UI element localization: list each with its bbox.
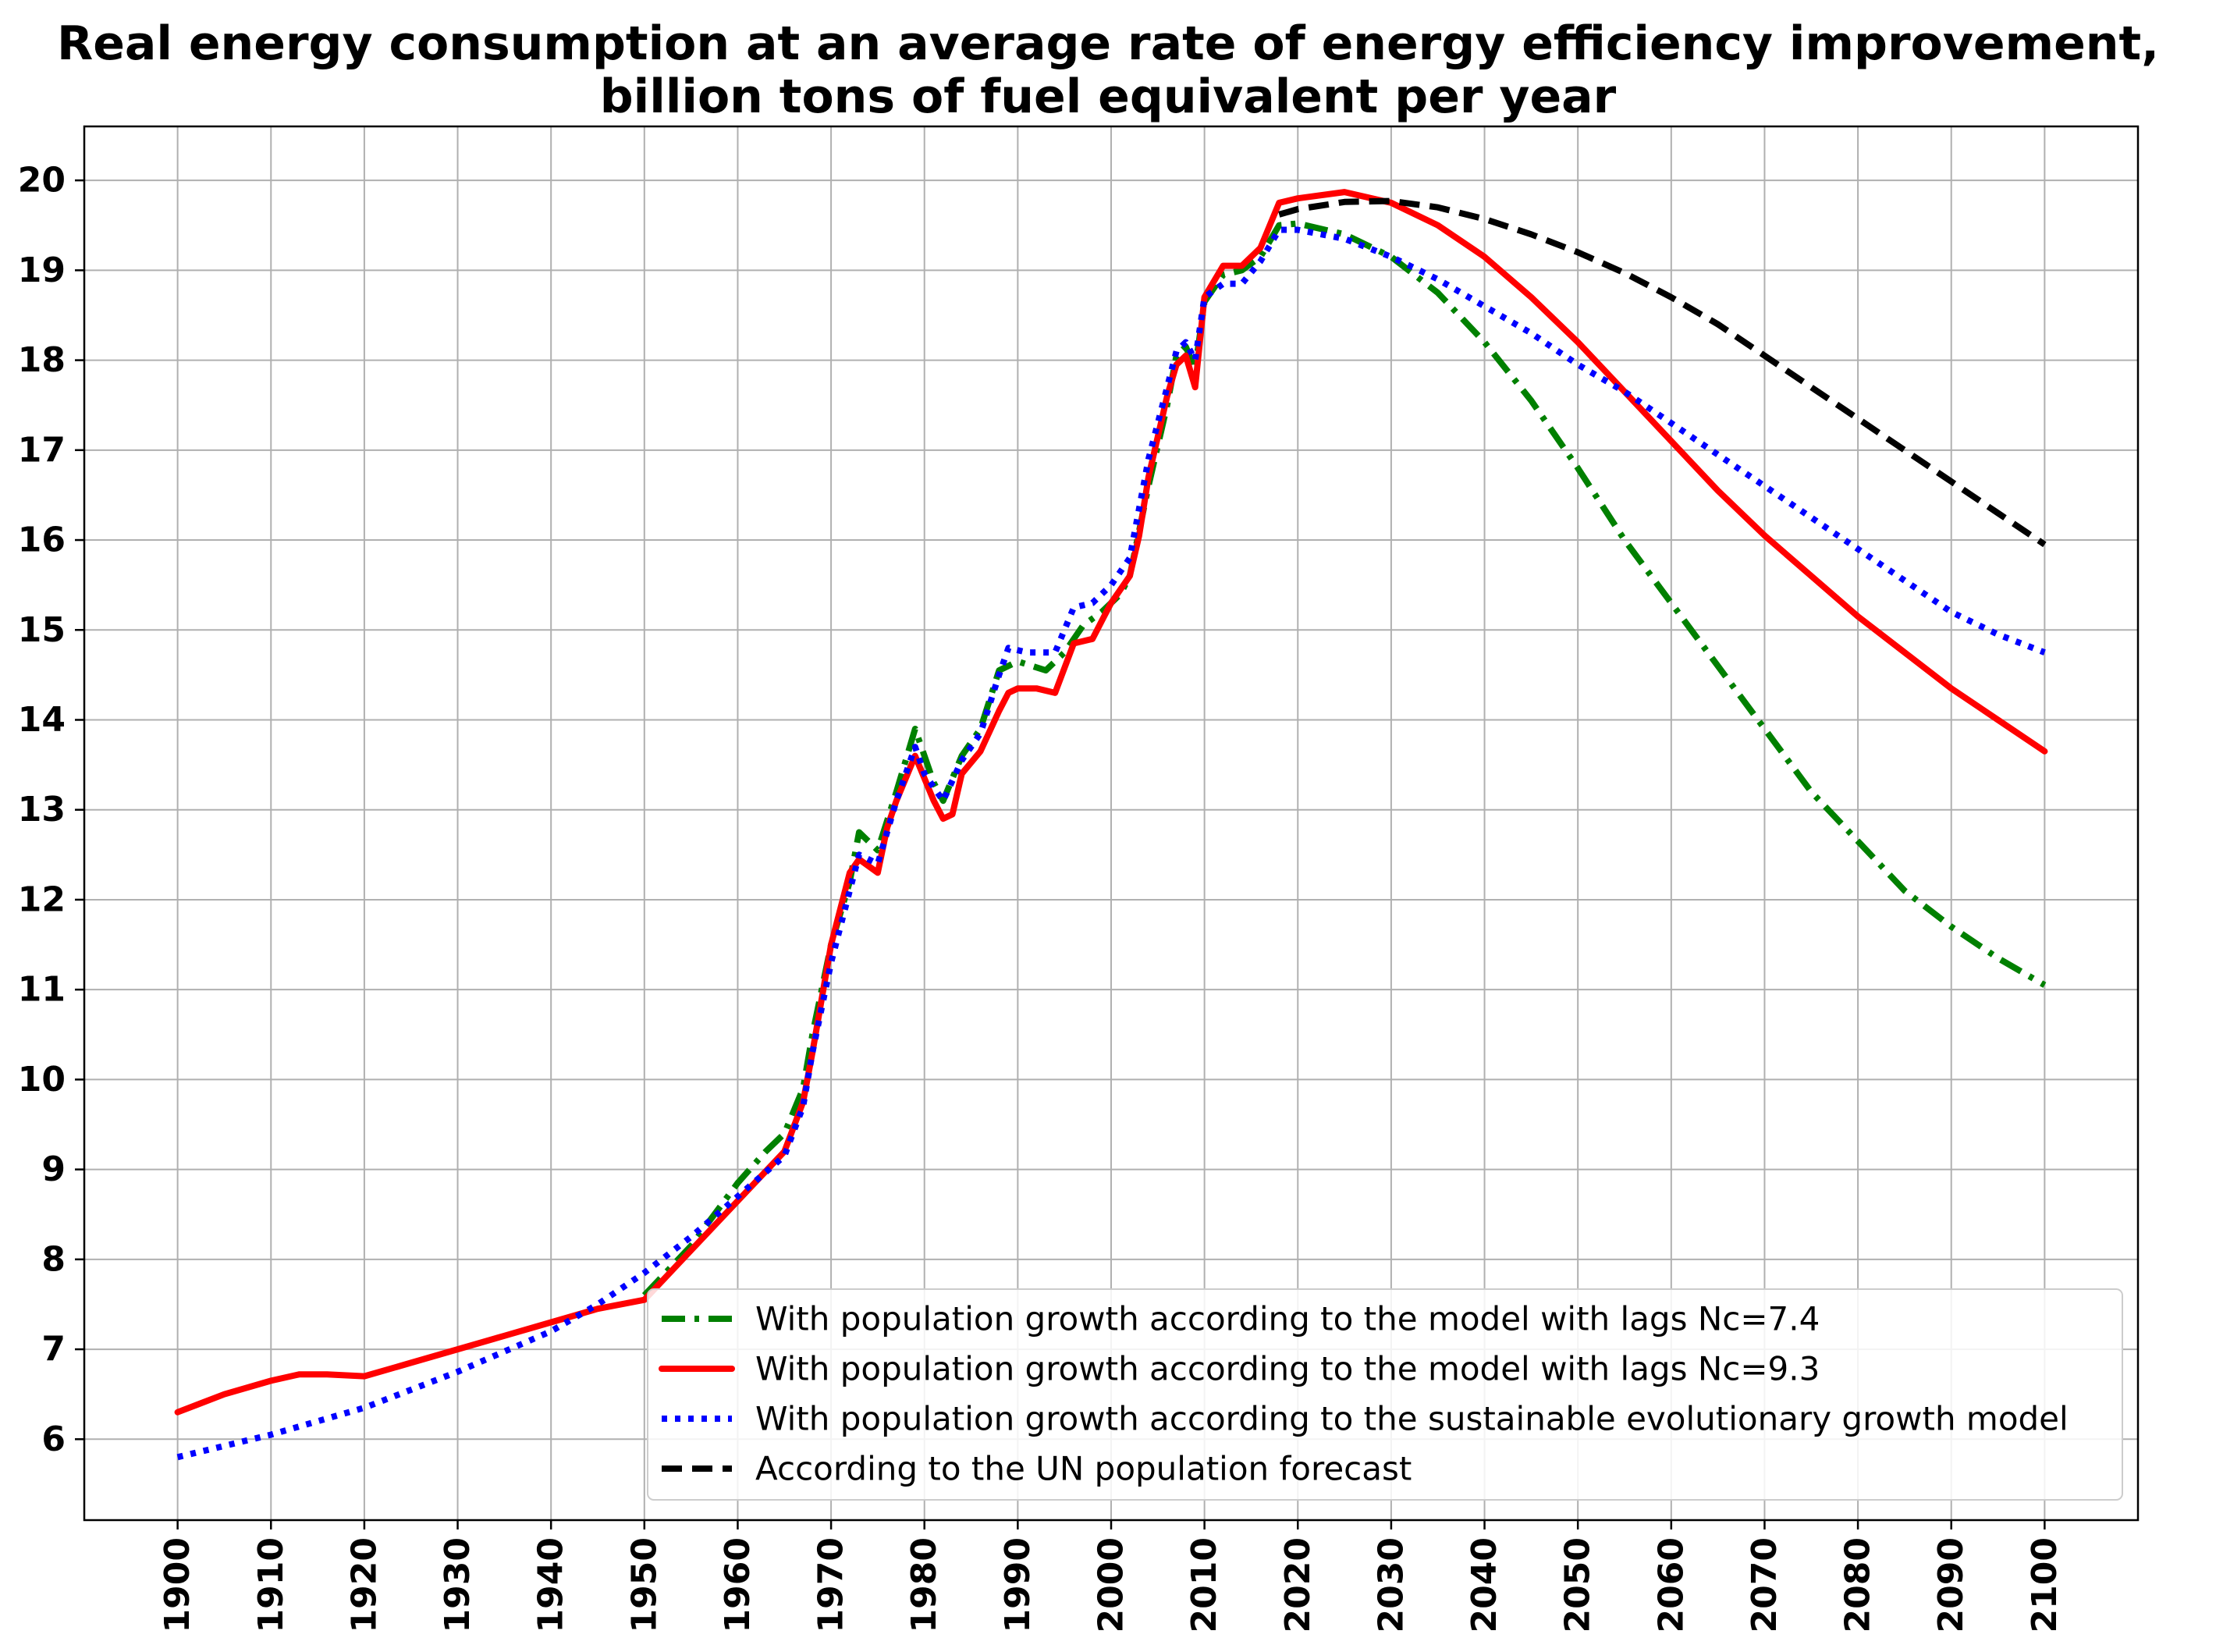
x-tick-label: 2020	[1278, 1537, 1318, 1632]
y-tick-label: 14	[18, 700, 66, 740]
legend-box	[647, 1288, 2123, 1501]
x-tick-label: 2080	[1838, 1537, 1878, 1632]
y-tick-label: 12	[18, 879, 66, 919]
x-tick-label: 1920	[344, 1537, 384, 1632]
series-line-sustainable-growth	[176, 226, 2046, 1461]
y-tick-label: 13	[18, 790, 66, 830]
legend: With population growth according to the …	[647, 1288, 2123, 1501]
chart-title-line-1: Real energy consumption at an average ra…	[57, 16, 2159, 71]
y-tick-label: 20	[18, 161, 66, 201]
x-tick-label: 2070	[1745, 1537, 1785, 1632]
y-tick-label: 15	[18, 610, 66, 650]
legend-entry-sustainable-growth: With population growth according to the …	[755, 1400, 2069, 1438]
y-tick-label: 6	[41, 1419, 66, 1459]
x-tick-label: 2030	[1371, 1537, 1411, 1632]
chart-title: Real energy consumption at an average ra…	[0, 17, 2216, 123]
legend-entry-un-forecast: According to the UN population forecast	[755, 1450, 1412, 1488]
x-tick-label: 1980	[904, 1537, 944, 1632]
x-tick-label: 1970	[811, 1537, 851, 1632]
x-tick-label: 1950	[624, 1537, 664, 1632]
x-tick-label: 2000	[1092, 1537, 1131, 1632]
x-tick-label: 1940	[531, 1537, 571, 1632]
x-tick-label: 2100	[2025, 1537, 2065, 1632]
x-tick-label: 2060	[1651, 1537, 1691, 1632]
x-tick-label: 1900	[158, 1537, 197, 1632]
y-tick-label: 11	[18, 970, 66, 1010]
axis-ticks: 1900 1910 1920 1930 1940 1950 1960 1970 1980 1990…	[18, 161, 2065, 1633]
x-tick-label: 1930	[438, 1537, 478, 1632]
y-tick-label: 18	[18, 340, 66, 380]
x-tick-label: 2050	[1558, 1537, 1598, 1632]
series-line-lags-nc-7-4	[641, 220, 2047, 1298]
y-tick-label: 8	[41, 1239, 66, 1279]
legend-entry-lags-nc-7-4: With population growth according to the …	[755, 1300, 1820, 1338]
chart-subtitle: billion tons of fuel equivalent per year	[599, 69, 1617, 124]
x-tick-label: 2010	[1184, 1537, 1224, 1632]
x-tick-label: 2090	[1931, 1537, 1971, 1632]
x-tick-label: 2040	[1465, 1537, 1504, 1632]
series-line-un-forecast	[1278, 197, 2047, 548]
y-tick-label: 9	[41, 1149, 66, 1189]
y-tick-label: 17	[18, 430, 66, 470]
y-tick-label: 7	[41, 1330, 66, 1370]
x-tick-label: 1990	[998, 1537, 1038, 1632]
legend-entry-lags-nc-9-3: With population growth according to the …	[755, 1350, 1820, 1388]
y-tick-label: 10	[18, 1060, 66, 1100]
x-tick-label: 1960	[718, 1537, 758, 1632]
y-tick-label: 16	[18, 520, 66, 560]
x-tick-label: 1910	[251, 1537, 291, 1632]
y-tick-label: 19	[18, 250, 66, 290]
